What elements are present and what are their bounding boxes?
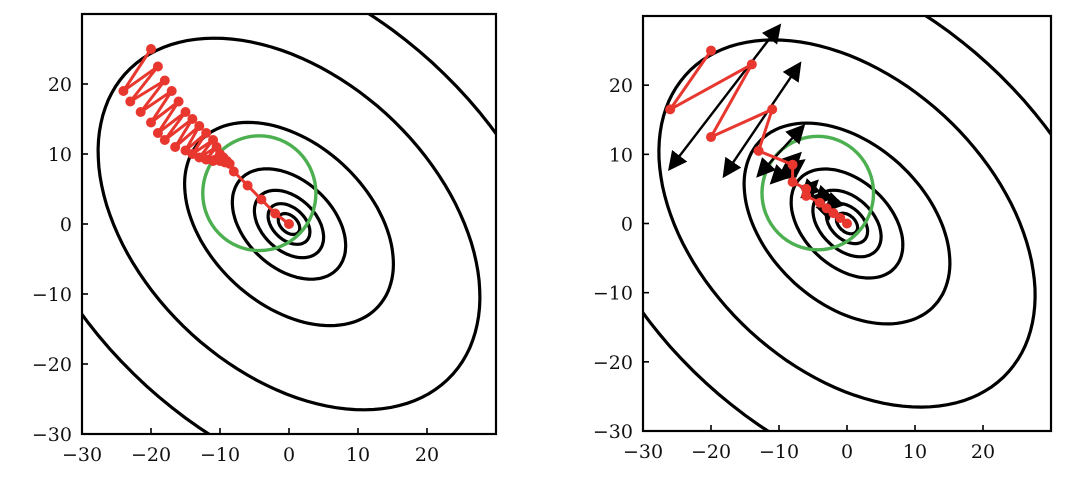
path-point bbox=[118, 86, 129, 96]
x-tick-label: −10 bbox=[200, 444, 240, 466]
path-point bbox=[270, 208, 281, 219]
direction-arrow bbox=[776, 159, 806, 181]
y-tick-label: 0 bbox=[60, 214, 72, 236]
path-point bbox=[173, 96, 184, 107]
path-point bbox=[146, 44, 156, 54]
path-point bbox=[187, 114, 198, 124]
contour-line bbox=[82, 14, 496, 434]
path-point bbox=[194, 121, 205, 131]
path-point bbox=[135, 107, 146, 117]
plot-area bbox=[643, 16, 1051, 431]
path-point bbox=[746, 59, 757, 70]
path-point bbox=[842, 218, 852, 229]
x-tick-label: −20 bbox=[131, 444, 171, 466]
y-tick-label: −10 bbox=[593, 283, 633, 305]
path-point bbox=[787, 159, 798, 170]
x-tick-label: 0 bbox=[283, 444, 295, 466]
path-point bbox=[242, 180, 253, 191]
path-point bbox=[159, 75, 170, 86]
x-tick-label: −20 bbox=[691, 441, 731, 463]
path-point bbox=[201, 128, 212, 138]
x-tick-label: −30 bbox=[623, 441, 663, 463]
path-point bbox=[706, 132, 716, 143]
chart-panel-left: −30 −20 −10 0 10 20 −30 −20 −10 0 10 20 bbox=[32, 12, 498, 466]
path-point bbox=[706, 45, 716, 56]
y-tick-label: 0 bbox=[621, 214, 633, 236]
x-tick-label: −30 bbox=[62, 444, 102, 466]
path-point bbox=[753, 145, 764, 156]
path-point bbox=[835, 212, 846, 223]
y-tick-label: −30 bbox=[32, 424, 72, 446]
path-point bbox=[152, 61, 163, 72]
path-point bbox=[159, 135, 170, 145]
contour-line bbox=[96, 36, 482, 412]
trust-region-circle bbox=[201, 134, 318, 253]
path-point bbox=[146, 117, 156, 128]
x-tick-label: −10 bbox=[759, 441, 799, 463]
y-tick-label: 20 bbox=[609, 75, 633, 97]
y-tick-label: −20 bbox=[32, 354, 72, 376]
x-tick-label: 10 bbox=[903, 441, 927, 463]
path-point bbox=[787, 177, 798, 187]
direction-arrow bbox=[722, 61, 802, 179]
plot-area bbox=[82, 14, 496, 434]
path-point bbox=[180, 107, 191, 117]
path-point bbox=[801, 190, 812, 201]
contour-line bbox=[643, 16, 1051, 431]
direction-arrow bbox=[756, 124, 806, 178]
x-tick-label: 20 bbox=[971, 441, 995, 463]
x-tick-label: 10 bbox=[346, 444, 370, 466]
y-tick-label: 20 bbox=[48, 74, 72, 96]
path-point bbox=[166, 86, 177, 96]
path-point bbox=[665, 104, 676, 115]
y-tick-label: −30 bbox=[593, 421, 633, 443]
trust-region-circle bbox=[760, 134, 876, 252]
y-tick-label: 10 bbox=[609, 144, 633, 166]
path-point bbox=[228, 166, 239, 177]
path-point bbox=[284, 219, 294, 229]
path-point bbox=[152, 128, 163, 138]
path-point bbox=[224, 158, 235, 169]
path-point bbox=[170, 142, 181, 152]
path-point bbox=[767, 104, 778, 115]
y-tick-label: −20 bbox=[593, 352, 633, 374]
chart-panel-right: −30 −20 −10 0 10 20 −30 −20 −10 0 10 20 bbox=[593, 14, 1053, 463]
path-point bbox=[256, 194, 267, 205]
path-point bbox=[801, 183, 812, 194]
x-tick-label: 20 bbox=[415, 444, 439, 466]
x-tick-label: 0 bbox=[841, 441, 853, 463]
path-point bbox=[125, 96, 136, 107]
path-point bbox=[814, 197, 825, 208]
path-point bbox=[208, 156, 219, 166]
y-tick-label: −10 bbox=[32, 284, 72, 306]
y-tick-label: 10 bbox=[48, 144, 72, 166]
